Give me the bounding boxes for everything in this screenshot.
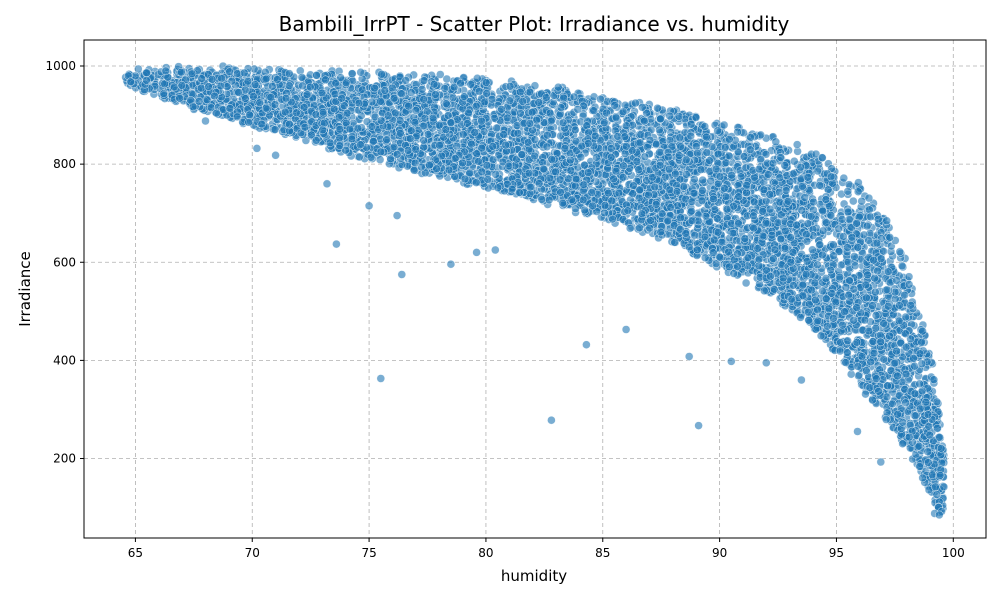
scatter-point — [419, 76, 429, 85]
scatter-point — [904, 272, 914, 281]
scatter-point — [769, 285, 779, 294]
scatter-point — [542, 93, 551, 102]
scatter-point — [743, 253, 753, 263]
scatter-point — [854, 371, 863, 381]
scatter-point — [808, 245, 817, 255]
scatter-point — [546, 116, 556, 126]
scatter-point — [897, 261, 907, 271]
scatter-point — [915, 379, 924, 389]
scatter-point — [864, 193, 874, 203]
scatter-point — [700, 253, 710, 263]
scatter-point — [879, 319, 888, 328]
scatter-point — [888, 399, 897, 409]
chart-title: Bambili_IrrPT - Scatter Plot: Irradiance… — [279, 12, 790, 36]
scatter-point — [270, 125, 280, 134]
scatter-point — [846, 369, 856, 379]
scatter-point — [448, 93, 458, 102]
scatter-point — [674, 112, 684, 121]
scatter-point — [687, 206, 696, 216]
scatter-point — [822, 218, 831, 227]
scatter-point — [845, 215, 854, 224]
scatter-point — [879, 355, 889, 364]
scatter-point — [818, 226, 828, 236]
scatter-point — [915, 462, 924, 471]
scatter-point — [933, 423, 942, 433]
scatter-point — [932, 397, 942, 407]
points-layer — [121, 61, 949, 520]
scatter-point — [868, 301, 877, 310]
scatter-point — [849, 196, 858, 206]
scatter-point — [558, 198, 568, 208]
scatter-point — [691, 113, 701, 122]
scatter-point — [665, 111, 674, 121]
scatter-point — [640, 116, 649, 126]
scatter-point — [826, 265, 835, 275]
scatter-point — [741, 278, 751, 288]
scatter-point — [459, 130, 468, 139]
scatter-point — [375, 155, 385, 164]
scatter-point — [831, 297, 841, 307]
scatter-point — [890, 358, 900, 368]
scatter-point — [900, 290, 909, 300]
scatter-point — [656, 114, 665, 124]
grid-layer — [84, 40, 986, 538]
scatter-point — [839, 173, 849, 183]
scatter-point — [580, 205, 589, 215]
scatter-point — [843, 187, 853, 196]
scatter-point — [355, 152, 364, 162]
scatter-point — [871, 287, 880, 297]
scatter-point — [473, 74, 482, 83]
